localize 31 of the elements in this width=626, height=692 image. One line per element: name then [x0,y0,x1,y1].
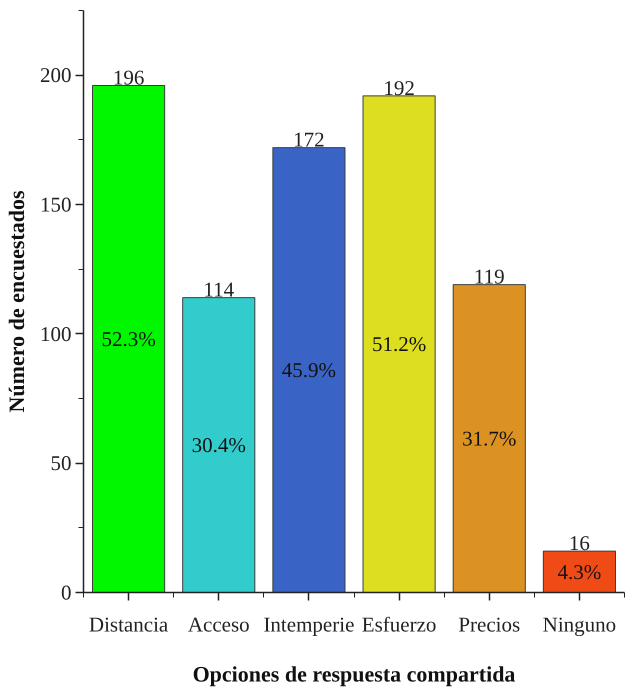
bar [362,95,436,592]
y-tick-label: 150 [40,192,72,216]
data-label: 196 [112,66,144,90]
x-tick-label: Intemperie [263,612,354,636]
annotation: 45.9% [282,358,336,382]
y-tick-label: 50 [50,451,72,476]
bar [182,297,256,592]
annotation: 30.4% [192,433,246,458]
x-axis-title: Opciones de respuesta compartida [192,662,516,686]
annotation: 51.2% [372,332,426,356]
bar [542,550,616,592]
bar [92,85,166,592]
x-tick-label: Distancia [88,612,169,636]
y-tick-label: 0 [61,580,72,604]
x-tick-label: Precios [458,612,520,636]
annotation: 31.7% [462,426,516,451]
data-label: 192 [383,76,415,100]
x-tick-label: Esfuerzo [362,612,436,636]
data-label: 16 [568,531,590,556]
y-tick-label: 200 [40,63,72,88]
data-label: 114 [203,278,235,302]
data-label: 119 [474,264,505,289]
y-tick-label: 100 [40,322,72,346]
x-tick-label: Ninguno [542,612,616,636]
bar [452,284,526,592]
annotation: 4.3% [558,560,602,584]
x-tick-label: Acceso [188,612,250,636]
data-label: 172 [293,128,325,152]
annotation: 52.3% [101,327,156,352]
bar [272,147,346,592]
y-axis-title: Número de encuestados [4,190,29,413]
